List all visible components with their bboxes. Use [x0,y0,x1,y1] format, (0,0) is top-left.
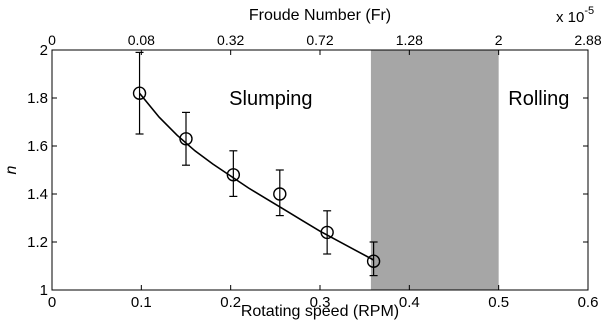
top-axis-label: Froude Number (Fr) [249,7,391,24]
top-tick-label: 0.32 [217,32,244,48]
data-point [366,254,381,268]
x-tick-label: 0.2 [220,294,241,311]
error-bar [229,150,238,197]
top-axis-exponent: x 10-5 [556,5,594,26]
error-bar [275,169,284,217]
y-tick-label: 1 [40,282,48,299]
y-tick-label: 1.6 [27,138,48,155]
x-axis-label: Rotating speed (RPM) [241,303,399,320]
annotation-slumping: Slumping [229,88,312,110]
data-point [320,225,334,240]
top-axis-exponent-power: -5 [584,5,594,17]
x-tick-label: 0.5 [488,294,509,311]
error-bar [182,111,190,166]
y-axis-label: n [3,165,20,174]
y-tick-label: 1.8 [27,90,48,107]
regime-shaded-region [370,50,499,290]
top-tick-label: 0 [48,32,56,48]
y-tick-label: 2 [40,42,48,59]
x-tick-label: 0.4 [399,294,420,311]
error-bar [135,51,144,135]
plot-frame [51,49,589,291]
data-point [132,86,147,100]
top-tick-label: 2 [495,32,503,48]
fit-curve [138,92,374,261]
data-point [179,132,193,146]
top-tick-label: 0.08 [128,32,155,48]
data-point [273,187,287,201]
error-bar [369,241,378,277]
x-tick-label: 0.1 [131,294,152,311]
top-tick-label: 1.28 [396,32,423,48]
data-point [226,168,241,182]
top-tick-label: 2.88 [574,32,601,48]
top-axis-exponent-base: x 10 [556,9,584,26]
x-tick-label: 0 [48,294,56,311]
y-tick-label: 1.4 [27,186,48,203]
top-tick-label: 0.72 [306,32,333,48]
x-tick-label: 0.3 [310,294,331,311]
annotation-rolling: Rolling [508,88,569,110]
y-tick-label: 1.2 [27,234,48,251]
x-tick-label: 0.6 [578,294,599,311]
error-bar [323,210,332,255]
